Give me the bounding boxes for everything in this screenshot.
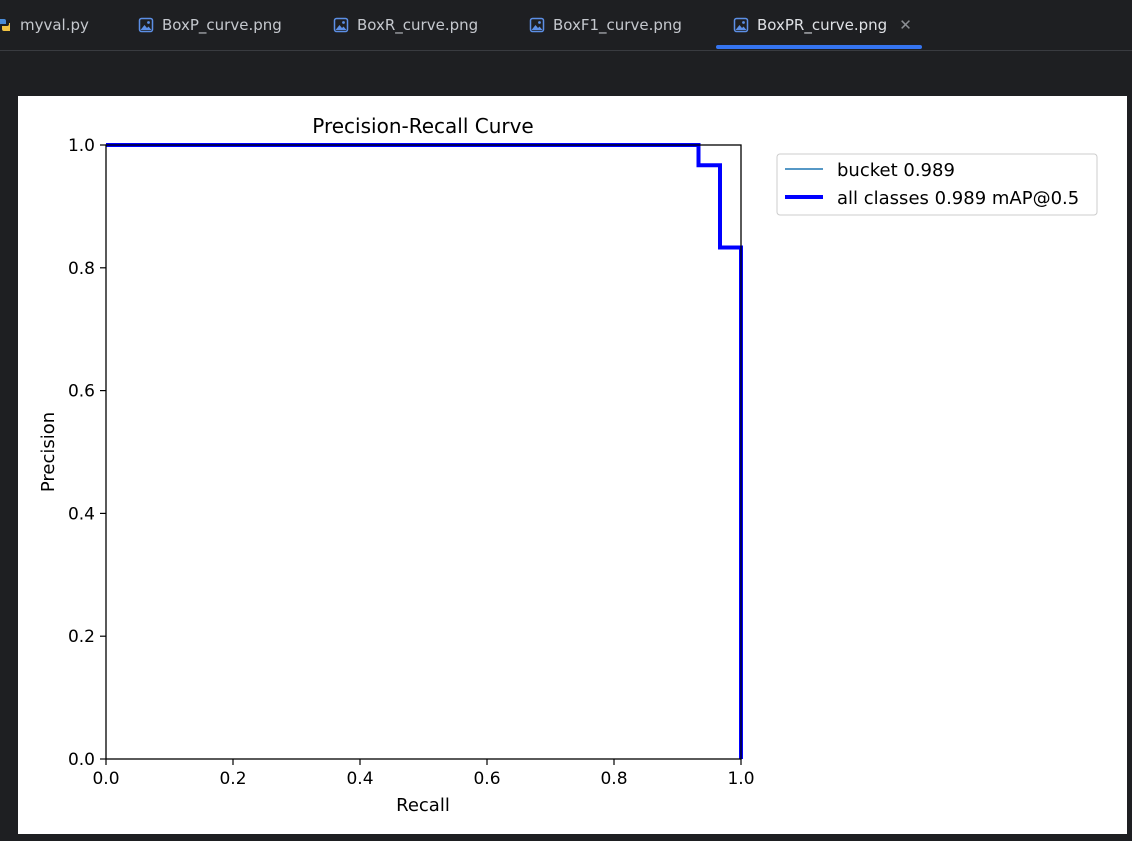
image-file-icon [733, 17, 749, 33]
legend: bucket 0.989 all classes 0.989 mAP@0.5 [776, 153, 1098, 216]
series-line-0 [106, 144, 742, 759]
close-icon[interactable]: ✕ [899, 16, 912, 34]
y-tick-label: 0.2 [68, 627, 95, 647]
image-file-icon [333, 17, 349, 33]
x-tick-label: 0.2 [219, 769, 246, 789]
chart-title: Precision-Recall Curve [312, 114, 533, 138]
y-axis-ticks: 0.0 0.2 0.4 0.6 0.8 1.0 [68, 136, 106, 770]
plot-frame [105, 144, 742, 760]
x-tick-label: 0.8 [600, 769, 627, 789]
y-tick-label: 0.0 [68, 750, 95, 770]
y-tick-label: 1.0 [68, 136, 95, 156]
tab-boxr-curve[interactable]: BoxR_curve.png [333, 0, 478, 50]
image-file-icon [529, 17, 545, 33]
y-axis-label: Precision [38, 412, 59, 492]
editor-tab-bar: myval.py BoxP_curve.png BoxR_curve.png [0, 0, 1132, 51]
x-tick-label: 0.0 [92, 769, 119, 789]
x-axis-label: Recall [396, 795, 450, 816]
y-tick-label: 0.4 [68, 504, 95, 524]
series-line-1 [106, 143, 743, 759]
tab-label: myval.py [20, 16, 89, 34]
tab-boxf1-curve[interactable]: BoxF1_curve.png [529, 0, 682, 50]
pr-curve-chart: Precision-Recall Curve 0.0 0.2 0.4 0.6 0.8 1.… [38, 114, 1098, 816]
x-tick-label: 1.0 [727, 769, 754, 789]
tab-boxpr-curve[interactable]: BoxPR_curve.png ✕ [733, 0, 912, 50]
tab-label: BoxPR_curve.png [757, 16, 888, 34]
legend-label-all-classes: all classes 0.989 mAP@0.5 [837, 188, 1079, 209]
tab-label: BoxP_curve.png [162, 16, 282, 34]
plot-area [106, 143, 743, 759]
legend-label-bucket: bucket 0.989 [837, 160, 955, 181]
x-axis-ticks: 0.0 0.2 0.4 0.6 0.8 1.0 [92, 759, 755, 789]
x-tick-label: 0.4 [346, 769, 373, 789]
python-icon [0, 17, 12, 33]
tab-label: BoxR_curve.png [357, 16, 479, 34]
tab-myval-py[interactable]: myval.py [0, 0, 89, 50]
x-tick-label: 0.6 [473, 769, 500, 789]
image-file-icon [138, 17, 154, 33]
active-tab-indicator [716, 45, 922, 49]
tab-boxp-curve[interactable]: BoxP_curve.png [138, 0, 282, 50]
pr-curve-image: Precision-Recall Curve 0.0 0.2 0.4 0.6 0.8 1.… [18, 96, 1127, 834]
legend-box [776, 153, 1098, 216]
tab-label: BoxF1_curve.png [553, 16, 682, 34]
y-tick-label: 0.8 [68, 259, 95, 279]
y-tick-label: 0.6 [68, 382, 95, 402]
